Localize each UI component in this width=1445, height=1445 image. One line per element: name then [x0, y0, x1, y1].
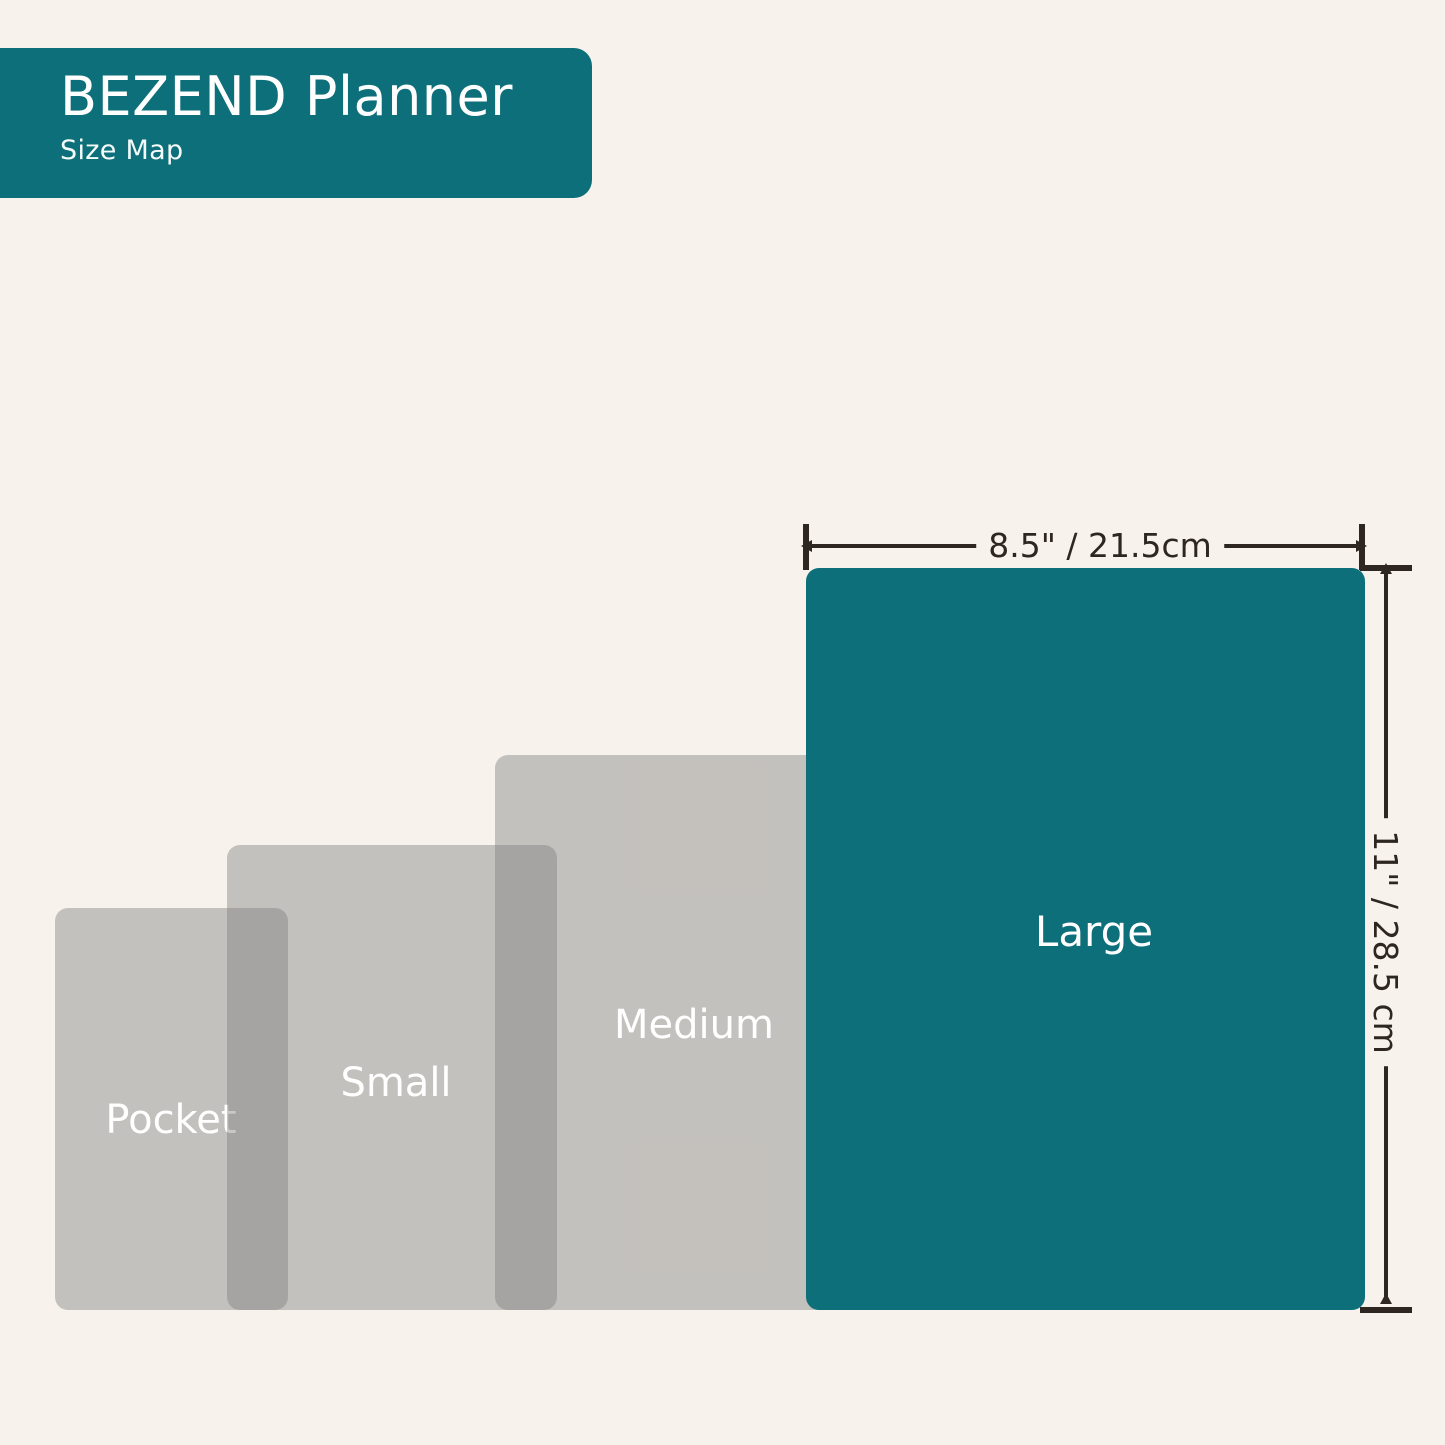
page-title: BEZEND Planner — [60, 65, 513, 128]
page-subtitle: Size Map — [60, 135, 184, 166]
header-banner: BEZEND Planner Size Map — [0, 48, 592, 198]
size-card-pocket — [55, 908, 288, 1310]
height-dimension-label: 11" / 28.5 cm — [1366, 818, 1405, 1066]
size-card-large — [806, 568, 1365, 1310]
width-dimension-label: 8.5" / 21.5cm — [976, 527, 1224, 565]
size-card-small — [227, 845, 557, 1310]
